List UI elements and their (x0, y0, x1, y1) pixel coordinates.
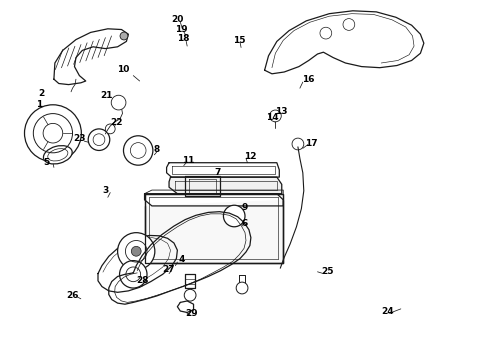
Text: 2: 2 (39, 89, 45, 98)
Polygon shape (177, 301, 194, 312)
Text: 24: 24 (381, 307, 393, 316)
Text: 27: 27 (163, 265, 175, 274)
Polygon shape (145, 200, 283, 263)
Circle shape (123, 136, 153, 165)
Circle shape (24, 105, 81, 162)
Text: 3: 3 (102, 186, 108, 195)
Circle shape (236, 282, 248, 294)
Text: 1: 1 (36, 100, 42, 109)
Polygon shape (98, 235, 177, 292)
Circle shape (184, 289, 196, 301)
Text: 28: 28 (136, 276, 148, 285)
Text: 21: 21 (100, 91, 113, 100)
Text: 17: 17 (305, 139, 318, 148)
Text: 25: 25 (321, 267, 334, 276)
Circle shape (105, 124, 115, 134)
Polygon shape (185, 274, 195, 288)
Text: 19: 19 (175, 25, 188, 34)
Text: 23: 23 (73, 134, 86, 143)
Text: 16: 16 (302, 75, 315, 84)
Circle shape (131, 246, 141, 256)
Circle shape (88, 129, 110, 150)
Text: 15: 15 (233, 36, 245, 45)
Text: 6: 6 (242, 219, 248, 228)
Text: 14: 14 (266, 113, 278, 122)
Text: 18: 18 (177, 35, 190, 44)
Circle shape (120, 32, 128, 40)
Text: 13: 13 (275, 107, 288, 116)
Text: 20: 20 (171, 15, 184, 24)
Circle shape (118, 233, 155, 270)
Text: 22: 22 (110, 118, 122, 127)
Text: 11: 11 (182, 156, 195, 165)
Polygon shape (185, 176, 220, 196)
Polygon shape (54, 29, 128, 85)
Polygon shape (167, 163, 279, 177)
Text: 8: 8 (154, 145, 160, 154)
Circle shape (270, 110, 281, 122)
Polygon shape (169, 177, 282, 194)
Text: 4: 4 (178, 255, 185, 264)
Text: 10: 10 (117, 65, 130, 74)
Text: 9: 9 (242, 202, 248, 211)
Text: 7: 7 (215, 168, 221, 177)
Polygon shape (265, 11, 424, 74)
Text: 12: 12 (244, 152, 256, 161)
Circle shape (120, 261, 147, 288)
Circle shape (223, 205, 245, 227)
Ellipse shape (44, 146, 72, 164)
Polygon shape (145, 194, 283, 263)
Polygon shape (239, 275, 245, 284)
Text: 26: 26 (66, 291, 79, 300)
Polygon shape (145, 194, 283, 206)
Text: 5: 5 (44, 158, 49, 166)
Circle shape (111, 95, 126, 110)
Text: 29: 29 (185, 309, 197, 318)
